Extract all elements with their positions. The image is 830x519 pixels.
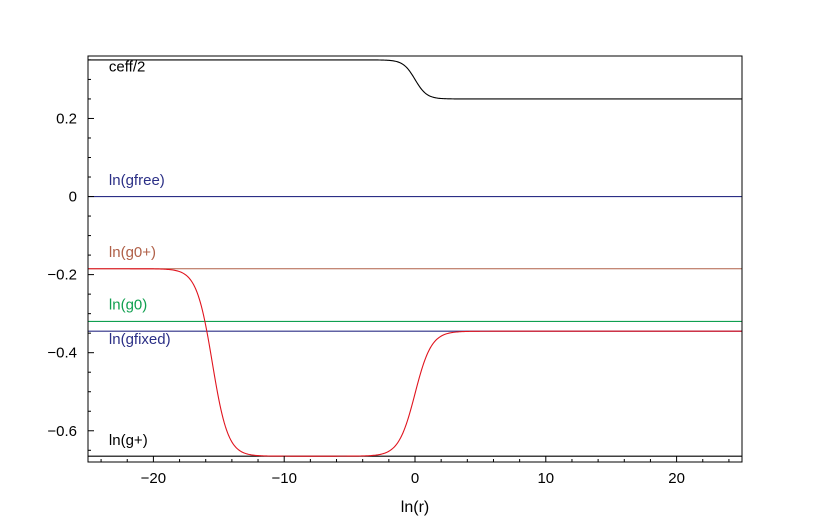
x-tick-label: 10 [537, 470, 554, 487]
series-line-ceff-2 [88, 59, 742, 100]
annotations-layer: ceff/2 ln(gfree) ln(g0+) ln(g0) ln(gfixed) ln… [109, 59, 171, 450]
series-label: ceff/2 [109, 59, 145, 76]
series-label: ln(g+) [109, 432, 148, 449]
series-line-ln-g-curve [88, 268, 742, 457]
series-label: ln(gfree) [109, 172, 165, 189]
tick-labels-layer: −20 −10 0 10 20 0.2 0 −0.2 −0.4 −0.6 [47, 110, 685, 487]
series-label: ln(g0+) [109, 244, 156, 261]
y-tick-label: −0.2 [47, 267, 77, 284]
x-tick-label: −10 [271, 470, 296, 487]
series-label: ln(gfixed) [109, 331, 171, 348]
ticks-layer [88, 59, 730, 462]
plot-frame [87, 55, 743, 463]
x-tick-label: 20 [668, 470, 685, 487]
x-tick-label: 0 [411, 470, 419, 487]
series-label: ln(g0) [109, 296, 147, 313]
y-tick-label: 0 [69, 189, 77, 206]
series-layer [88, 59, 742, 457]
y-tick-label: −0.6 [47, 423, 77, 440]
x-axis-title: ln(r) [401, 499, 429, 516]
y-tick-label: −0.4 [47, 345, 77, 362]
x-tick-label: −20 [141, 470, 166, 487]
y-tick-label: 0.2 [56, 110, 77, 127]
